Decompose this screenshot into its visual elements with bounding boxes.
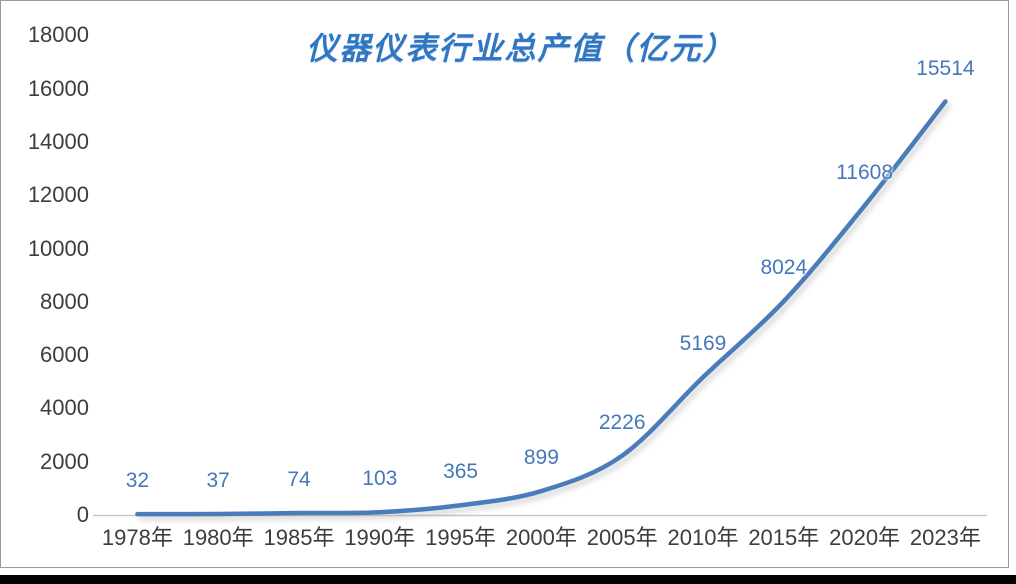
data-label: 8024 [760, 256, 808, 280]
data-label: 2226 [598, 410, 646, 434]
x-tick-label: 2023年 [909, 525, 981, 550]
data-label: 15514 [916, 56, 975, 80]
y-tick-label: 8000 [40, 288, 89, 314]
x-tick-label: 2020年 [829, 525, 901, 550]
chart-title: 仪器仪表行业总产值（亿元） [306, 31, 736, 66]
plot-area [93, 99, 987, 517]
data-label: 37 [206, 469, 230, 492]
data-label: 103 [362, 467, 398, 491]
bottom-edge-bar [0, 575, 1016, 584]
data-label: 5169 [679, 332, 727, 356]
y-tick-label: 18000 [27, 22, 89, 48]
x-tick-label: 1985年 [263, 525, 335, 550]
data-label: 899 [523, 446, 559, 470]
chart-frame: 仪器仪表行业总产值（亿元） 0 2000 4000 6000 8000 10000 1200… [0, 0, 1009, 568]
data-label: 365 [443, 460, 479, 484]
y-tick-label: 16000 [27, 75, 89, 101]
x-tick-label: 1995年 [425, 525, 497, 550]
y-tick-label: 2000 [40, 448, 89, 474]
x-tick-label: 1978年 [101, 525, 173, 550]
y-tick-label: 4000 [40, 395, 89, 421]
y-tick-label: 10000 [27, 235, 89, 261]
y-tick-label: 14000 [27, 128, 89, 154]
x-tick-label: 2000年 [505, 525, 577, 550]
x-tick-label: 2015年 [748, 525, 820, 550]
x-tick-label: 1990年 [344, 525, 416, 550]
x-tick-label: 2010年 [667, 525, 739, 550]
x-tick-label: 1980年 [182, 525, 254, 550]
data-label: 11608 [836, 160, 894, 184]
y-tick-label: 0 [76, 502, 89, 527]
data-label: 32 [125, 469, 150, 493]
y-tick-label: 6000 [40, 342, 89, 368]
series-line [135, 99, 948, 517]
y-tick-label: 12000 [27, 182, 89, 208]
x-tick-label: 2005年 [586, 525, 658, 550]
data-label: 74 [287, 468, 311, 492]
